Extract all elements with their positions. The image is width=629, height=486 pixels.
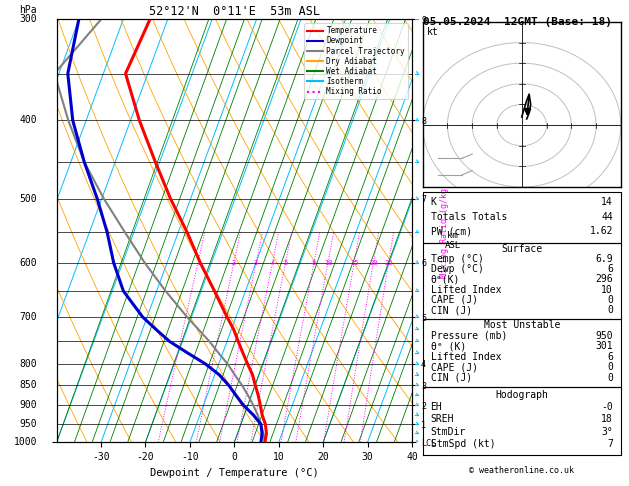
- Text: 700: 700: [19, 312, 37, 322]
- Text: Most Unstable: Most Unstable: [484, 320, 560, 330]
- Text: Mixing Ratio (g/kg): Mixing Ratio (g/kg): [440, 183, 450, 278]
- Text: 2: 2: [231, 260, 236, 266]
- Text: Totals Totals: Totals Totals: [431, 211, 507, 222]
- Text: -0: -0: [601, 402, 613, 412]
- Text: Hodograph: Hodograph: [495, 390, 548, 399]
- Text: θᵉ(K): θᵉ(K): [431, 275, 460, 284]
- Text: CAPE (J): CAPE (J): [431, 362, 477, 372]
- Text: © weatheronline.co.uk: © weatheronline.co.uk: [469, 466, 574, 475]
- Text: 950: 950: [19, 419, 37, 429]
- Text: PW (cm): PW (cm): [431, 226, 472, 236]
- Text: 05.05.2024  12GMT (Base: 18): 05.05.2024 12GMT (Base: 18): [423, 17, 611, 27]
- Text: 8: 8: [312, 260, 316, 266]
- Text: 0: 0: [607, 373, 613, 383]
- Text: 1000: 1000: [14, 437, 37, 447]
- Text: 25: 25: [384, 260, 392, 266]
- Text: 0: 0: [607, 295, 613, 305]
- Text: 4: 4: [270, 260, 275, 266]
- Text: Lifted Index: Lifted Index: [431, 352, 501, 362]
- Text: 600: 600: [19, 258, 37, 268]
- Text: Surface: Surface: [501, 243, 542, 254]
- Text: Pressure (mb): Pressure (mb): [431, 331, 507, 341]
- Text: 301: 301: [595, 341, 613, 351]
- Text: 400: 400: [19, 116, 37, 125]
- Text: 14: 14: [601, 197, 613, 207]
- Text: 0: 0: [607, 305, 613, 315]
- Text: CIN (J): CIN (J): [431, 373, 472, 383]
- Text: 10: 10: [601, 285, 613, 295]
- Text: 6.9: 6.9: [595, 254, 613, 264]
- Text: EH: EH: [431, 402, 442, 412]
- Text: StmDir: StmDir: [431, 427, 466, 436]
- Text: 500: 500: [19, 194, 37, 204]
- Text: 15: 15: [350, 260, 359, 266]
- Text: 800: 800: [19, 359, 37, 369]
- Text: 0: 0: [607, 362, 613, 372]
- Text: CIN (J): CIN (J): [431, 305, 472, 315]
- Text: 20: 20: [369, 260, 377, 266]
- Y-axis label: km
ASL: km ASL: [445, 231, 461, 250]
- Text: 850: 850: [19, 380, 37, 390]
- Text: 300: 300: [19, 15, 37, 24]
- Text: 5: 5: [283, 260, 287, 266]
- Text: StmSpd (kt): StmSpd (kt): [431, 439, 495, 449]
- Text: 296: 296: [595, 275, 613, 284]
- Text: 950: 950: [595, 331, 613, 341]
- Text: 6: 6: [607, 264, 613, 274]
- Title: 52°12'N  0°11'E  53m ASL: 52°12'N 0°11'E 53m ASL: [149, 5, 320, 18]
- Text: CAPE (J): CAPE (J): [431, 295, 477, 305]
- Text: 7: 7: [607, 439, 613, 449]
- Text: 6: 6: [607, 352, 613, 362]
- Text: hPa: hPa: [19, 5, 37, 15]
- Text: 10: 10: [324, 260, 332, 266]
- Text: 3: 3: [254, 260, 259, 266]
- X-axis label: Dewpoint / Temperature (°C): Dewpoint / Temperature (°C): [150, 468, 319, 478]
- Text: 1: 1: [196, 260, 200, 266]
- Text: 1.62: 1.62: [589, 226, 613, 236]
- Text: kt: kt: [426, 27, 438, 37]
- Text: 3°: 3°: [601, 427, 613, 436]
- Text: Temp (°C): Temp (°C): [431, 254, 484, 264]
- Text: θᵉ (K): θᵉ (K): [431, 341, 466, 351]
- Text: 18: 18: [601, 414, 613, 424]
- Text: SREH: SREH: [431, 414, 454, 424]
- Text: Dewp (°C): Dewp (°C): [431, 264, 484, 274]
- Text: Lifted Index: Lifted Index: [431, 285, 501, 295]
- Text: 44: 44: [601, 211, 613, 222]
- Text: K: K: [431, 197, 437, 207]
- Legend: Temperature, Dewpoint, Parcel Trajectory, Dry Adiabat, Wet Adiabat, Isotherm, Mi: Temperature, Dewpoint, Parcel Trajectory…: [304, 23, 408, 99]
- Text: 900: 900: [19, 400, 37, 410]
